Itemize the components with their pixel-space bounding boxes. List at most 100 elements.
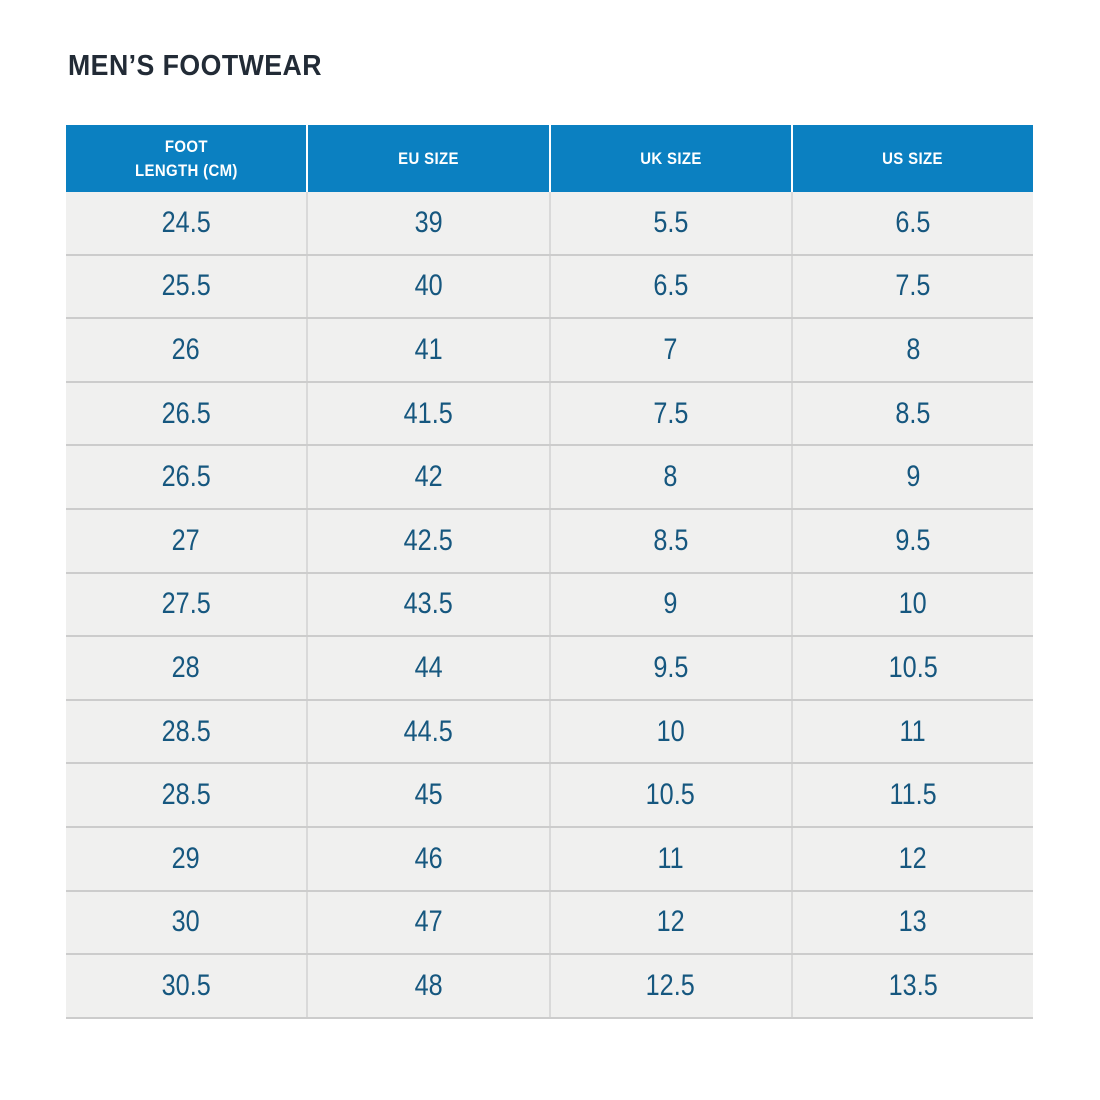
table-cell-value: 27.5 xyxy=(161,587,211,621)
table-cell: 42 xyxy=(308,446,551,508)
table-cell: 6.5 xyxy=(793,192,1033,254)
table-cell: 5.5 xyxy=(551,192,793,254)
header-us-size-label: US SIZE xyxy=(882,148,944,168)
table-cell-value: 5.5 xyxy=(653,205,689,239)
table-row: 29 46 11 12 xyxy=(66,827,1033,892)
table-cell: 27 xyxy=(66,509,309,572)
header-uk-size-label: UK SIZE xyxy=(639,148,702,168)
table-cell: 28.5 xyxy=(66,764,309,826)
table-cell: 45 xyxy=(308,764,551,826)
table-cell: 9.5 xyxy=(551,637,793,699)
table-cell: 7.5 xyxy=(551,382,793,445)
table-cell: 29 xyxy=(66,827,309,890)
table-cell: 7.5 xyxy=(793,256,1033,318)
table-cell-value: 44.5 xyxy=(403,714,453,748)
table-cell: 9 xyxy=(793,446,1033,508)
table-cell-value: 42 xyxy=(414,460,443,494)
table-cell-value: 26.5 xyxy=(161,460,211,494)
table-row: 28.5 45 10.5 11.5 xyxy=(66,764,1033,828)
table-cell: 10.5 xyxy=(793,637,1033,699)
table-cell-value: 39 xyxy=(414,205,443,239)
table-cell-value: 30.5 xyxy=(161,968,211,1002)
table-cell-value: 8.5 xyxy=(895,396,931,430)
page-title-text: MEN’S FOOTWEAR xyxy=(68,50,322,82)
table-row: 30.5 48 12.5 13.5 xyxy=(66,955,1033,1019)
table-row: 26.5 42 8 9 xyxy=(66,446,1033,510)
table-cell-value: 43.5 xyxy=(403,587,453,621)
table-cell-value: 46 xyxy=(414,841,443,875)
header-foot-length-label: FOOT LENGTH (CM) xyxy=(134,136,238,180)
table-cell: 12.5 xyxy=(551,955,793,1017)
table-cell: 27.5 xyxy=(66,573,309,636)
table-cell: 10 xyxy=(793,574,1033,636)
table-cell: 12 xyxy=(793,828,1033,890)
table-cell: 26.5 xyxy=(66,446,309,508)
table-cell-value: 26.5 xyxy=(161,396,211,430)
table-cell: 13.5 xyxy=(793,955,1033,1017)
table-cell: 47 xyxy=(308,891,551,954)
table-cell-value: 13 xyxy=(898,905,927,939)
table-cell-value: 10 xyxy=(898,587,927,621)
table-cell: 25.5 xyxy=(66,255,309,318)
table-cell: 46 xyxy=(308,827,551,890)
table-cell-value: 9.5 xyxy=(895,523,931,557)
table-cell: 44.5 xyxy=(308,700,551,763)
table-cell: 8 xyxy=(551,446,793,508)
table-cell-value: 48 xyxy=(414,968,443,1002)
table-cell: 12 xyxy=(551,891,793,954)
table-row: 24.5 39 5.5 6.5 xyxy=(66,192,1033,256)
table-cell-value: 11.5 xyxy=(889,778,937,812)
table-row: 27.5 43.5 9 10 xyxy=(66,573,1033,638)
table-cell: 6.5 xyxy=(551,255,793,318)
table-cell: 28.5 xyxy=(66,700,309,763)
table-cell-value: 47 xyxy=(414,905,443,939)
table-cell-value: 41 xyxy=(414,332,443,366)
table-cell-value: 44 xyxy=(414,650,443,684)
table-cell: 48 xyxy=(308,955,551,1017)
table-cell-value: 27 xyxy=(172,523,201,557)
table-cell-value: 12 xyxy=(656,905,685,939)
table-cell-value: 9.5 xyxy=(653,650,689,684)
table-cell-value: 12 xyxy=(898,841,927,875)
table-cell-value: 11 xyxy=(657,841,684,875)
header-eu-size: EU SIZE xyxy=(308,125,551,192)
table-cell-value: 7.5 xyxy=(653,396,689,430)
table-cell-value: 45 xyxy=(414,778,443,812)
table-cell: 26 xyxy=(66,319,309,381)
table-cell: 41.5 xyxy=(308,382,551,445)
table-cell: 9 xyxy=(551,573,793,636)
table-cell: 40 xyxy=(308,255,551,318)
table-cell-value: 7 xyxy=(663,332,678,366)
table-cell: 39 xyxy=(308,192,551,254)
header-us-size: US SIZE xyxy=(793,125,1033,192)
table-cell-value: 28.5 xyxy=(161,714,211,748)
table-cell-value: 30 xyxy=(172,905,201,939)
table-cell-value: 8 xyxy=(905,332,920,366)
table-cell: 8.5 xyxy=(551,509,793,572)
table-cell-value: 10.5 xyxy=(646,778,696,812)
table-cell-value: 28 xyxy=(172,650,201,684)
table-cell: 24.5 xyxy=(66,192,309,254)
table-cell: 7 xyxy=(551,319,793,381)
table-cell-value: 9 xyxy=(905,460,920,494)
table-cell: 11 xyxy=(551,827,793,890)
table-cell-value: 12.5 xyxy=(646,968,696,1002)
table-cell-value: 6.5 xyxy=(895,205,931,239)
table-row: 28.5 44.5 10 11 xyxy=(66,700,1033,765)
table-cell-value: 26 xyxy=(172,332,201,366)
table-cell: 42.5 xyxy=(308,509,551,572)
table-row: 26 41 7 8 xyxy=(66,319,1033,383)
table-cell: 41 xyxy=(308,319,551,381)
table-cell: 8.5 xyxy=(793,383,1033,445)
table-body: 24.5 39 5.5 6.5 25.5 40 6.5 7.5 26 41 7 8 26.5 41.5 7.… xyxy=(66,192,1033,1019)
page-title: MEN’S FOOTWEAR xyxy=(68,50,344,83)
table-cell: 8 xyxy=(793,319,1033,381)
table-cell-value: 28.5 xyxy=(161,778,211,812)
table-cell-value: 6.5 xyxy=(653,269,689,303)
table-cell: 28 xyxy=(66,637,309,699)
header-uk-size: UK SIZE xyxy=(551,125,793,192)
table-cell: 30 xyxy=(66,891,309,954)
table-cell-value: 8 xyxy=(663,460,678,494)
table-cell-value: 41.5 xyxy=(403,396,453,430)
